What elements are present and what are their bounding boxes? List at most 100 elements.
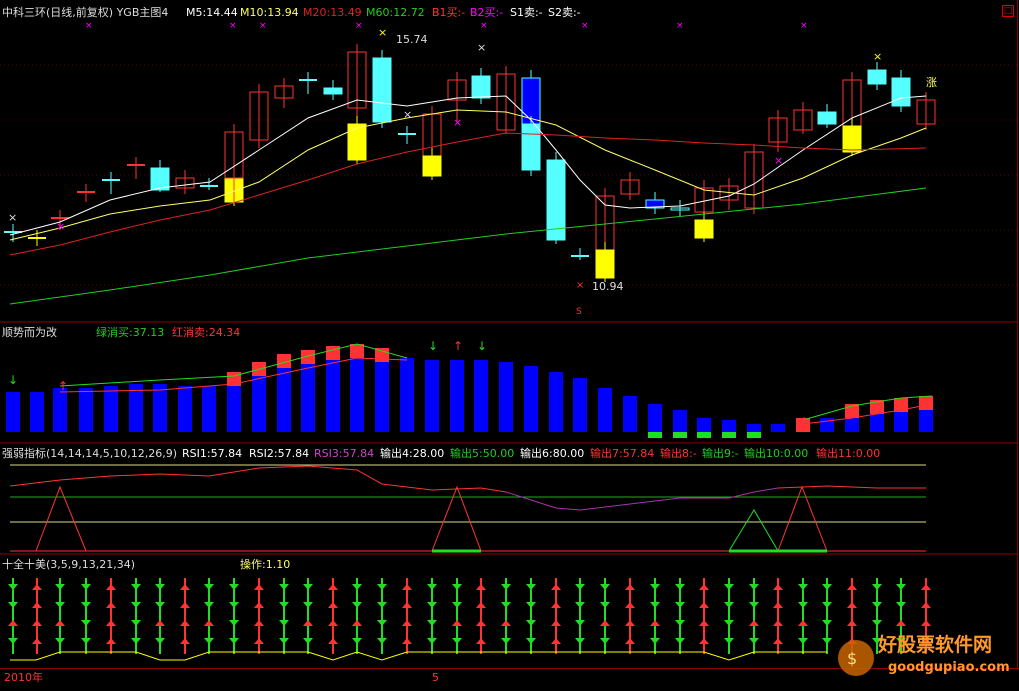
signal-arrow: [675, 638, 685, 644]
signal-arrow: [377, 584, 387, 590]
rsi-red-line: [9, 465, 507, 493]
magenta-marker: ×: [85, 21, 93, 31]
signal-arrow: [427, 620, 437, 626]
signal-arrow: [55, 620, 65, 626]
close-icon[interactable]: □: [1002, 5, 1014, 17]
m5-value: M5:14.44: [186, 6, 238, 19]
trend-green-line: [59, 343, 408, 387]
signal-arrow: [32, 638, 42, 644]
candle-body: [916, 99, 936, 125]
signal-arrow: [600, 584, 610, 590]
magenta-marker: ×: [355, 21, 363, 31]
signal-arrow: [452, 602, 462, 608]
signal-arrow: [402, 620, 412, 626]
signal-arrow: [328, 638, 338, 644]
signal-arrow: [131, 638, 141, 644]
signal-arrow: [229, 638, 239, 644]
signal-arrow: [773, 638, 783, 644]
magenta-marker: ×: [453, 116, 462, 129]
trend-bar: [202, 386, 216, 432]
axis-year-label: 2010年: [4, 671, 43, 684]
yellow-marker: ×: [378, 26, 387, 39]
candle-body: [670, 207, 690, 211]
trend-arrow: ↑: [799, 415, 809, 429]
rsi1-value: RSI1:57.84: [182, 447, 243, 460]
ma20-line: [9, 132, 927, 256]
signal-arrow: [798, 602, 808, 608]
trend-bar: [673, 410, 687, 432]
signal-arrow: [822, 638, 832, 644]
magenta-marker: ×: [480, 21, 488, 31]
signal-arrow: [896, 620, 906, 626]
signal-arrow: [254, 584, 264, 590]
green-buy-value: 绿消买:37.13: [96, 326, 165, 339]
signal-arrow: [476, 602, 486, 608]
candle-body: [867, 69, 887, 85]
main-chart-title: 中科三环(日线,前复权) YGB主图4: [2, 6, 169, 19]
signal-arrow: [81, 584, 91, 590]
watermark-cn-text: 好股票软件网: [878, 634, 993, 656]
s2-signal: S2卖:-: [548, 6, 581, 19]
signal-arrow: [81, 638, 91, 644]
signal-arrow: [8, 602, 18, 608]
signal-arrow: [600, 602, 610, 608]
trend-bar: [6, 392, 20, 432]
signal-arrow: [551, 638, 561, 644]
signal-arrow: [229, 620, 239, 626]
signal-arrow: [526, 638, 536, 644]
signal-arrow: [822, 620, 832, 626]
signal-arrow: [798, 584, 808, 590]
trend-bar: [129, 384, 143, 432]
signal-arrow: [749, 620, 759, 626]
signal-arrow: [625, 584, 635, 590]
trend-bar: [104, 386, 118, 432]
signal-arrow: [896, 602, 906, 608]
m10-value: M10:13.94: [240, 6, 299, 19]
signal-arrow: [155, 638, 165, 644]
signal-arrow: [8, 638, 18, 644]
candle-body: [620, 179, 640, 195]
signal-arrow: [872, 602, 882, 608]
signal-arrow: [847, 602, 857, 608]
magenta-marker: ×: [259, 21, 267, 31]
magenta-marker: ×: [800, 21, 808, 31]
candle-body: [224, 131, 244, 179]
signal-arrow: [501, 620, 511, 626]
magenta-marker: ×: [581, 21, 589, 31]
signal-arrow: [377, 638, 387, 644]
signal-arrow: [896, 584, 906, 590]
signal-arrow: [352, 602, 362, 608]
signal-arrow: [328, 620, 338, 626]
signal-arrow: [872, 620, 882, 626]
trend-bar: [524, 366, 538, 432]
signal-arrow: [575, 602, 585, 608]
white-marker: ×: [8, 211, 17, 224]
b1-signal: B1买:-: [432, 6, 466, 19]
signal-arrow: [822, 584, 832, 590]
signal-arrow: [180, 620, 190, 626]
operation-line: [10, 651, 827, 661]
watermark-graphic: $: [838, 640, 874, 676]
trend-bar: [350, 348, 364, 432]
s1-signal: S1卖:-: [510, 6, 543, 19]
signal-arrow: [675, 620, 685, 626]
trend-green-block: [697, 432, 711, 438]
signal-arrow: [675, 584, 685, 590]
signal-arrow: [625, 620, 635, 626]
candle-body: [891, 77, 911, 107]
trend-arrow: ↓: [477, 339, 487, 353]
trend-bar: [747, 424, 761, 432]
candle-body: [274, 85, 294, 99]
trend-green-block: [648, 432, 662, 438]
candle-body: [521, 123, 541, 171]
rsi-indicator-title: 强弱指标(14,14,14,5,10,12,26,9): [2, 447, 178, 460]
trend-red-block: [919, 396, 933, 410]
trend-arrow: ↑: [58, 379, 68, 393]
candle-body: [744, 151, 764, 209]
signal-arrow: [8, 620, 18, 626]
signal-arrow: [32, 620, 42, 626]
trend-indicator-title: 顺势而为改: [2, 326, 57, 339]
candle-body: [496, 73, 516, 131]
